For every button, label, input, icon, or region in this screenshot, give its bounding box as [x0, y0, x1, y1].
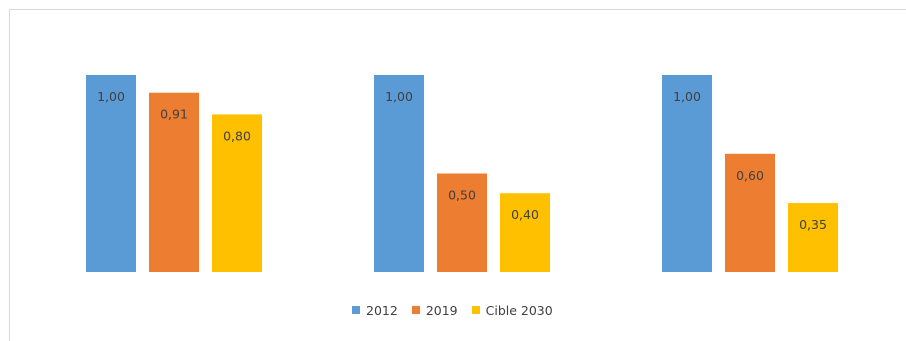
legend-swatch — [352, 306, 360, 314]
data-label: 1,00 — [673, 89, 701, 104]
bar-2012-group-1 — [86, 75, 136, 272]
data-label: 0,40 — [511, 207, 539, 222]
bar-cible-2030-group-3 — [788, 203, 838, 272]
legend-item-2019: 2019 — [411, 302, 458, 318]
legend-item-cible-2030: Cible 2030 — [471, 302, 553, 318]
bar-2012-group-2 — [374, 75, 424, 272]
bar-2019-group-2 — [437, 173, 487, 272]
data-label: 0,50 — [448, 188, 476, 203]
legend: 2012 2019 Cible 2030 — [352, 300, 567, 320]
legend-item-2012: 2012 — [352, 303, 398, 318]
legend-swatch — [471, 306, 480, 314]
data-label: 0,80 — [223, 128, 251, 143]
bar-2019-group-3 — [725, 153, 775, 272]
bar-2019-group-1 — [149, 92, 199, 272]
legend-swatch — [411, 306, 420, 314]
legend-label: 2012 — [366, 302, 398, 318]
bar-cible-2030-group-2 — [500, 193, 550, 272]
bar-cible-2030-group-1 — [212, 114, 262, 273]
chart-frame — [9, 9, 906, 341]
data-label: 0,35 — [799, 217, 827, 232]
data-label: 1,00 — [385, 89, 413, 104]
data-label: 0,91 — [160, 107, 188, 122]
legend-label: 2019 — [425, 302, 458, 318]
legend-label: Cible 2030 — [485, 302, 553, 318]
data-label: 1,00 — [97, 89, 125, 104]
data-label: 0,60 — [736, 168, 764, 183]
bar-2012-group-3 — [662, 75, 712, 272]
